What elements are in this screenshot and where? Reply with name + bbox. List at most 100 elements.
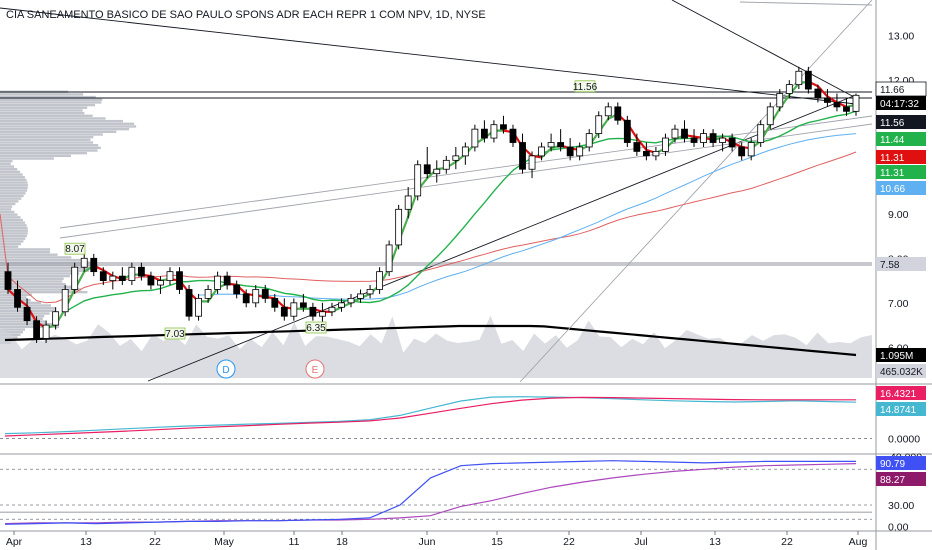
candle-body [452,155,460,161]
event-badge-label: D [222,365,229,376]
indicator2-label-text: 90.79 [880,459,905,470]
low-tag-label: 6.35 [306,323,326,334]
candle-body [214,275,222,290]
indicator2-label-text: 88.27 [880,475,905,486]
candle-body [118,275,126,281]
volume-profile-bar [0,266,97,270]
volume-profile-bar [0,101,102,104]
candle-body [633,142,641,152]
volume-profile-bar [0,189,28,192]
candle-body [490,124,498,139]
trendline-resistance [0,7,857,105]
volume-profile-bar [0,162,11,166]
candle-body [347,297,355,304]
volume-profile-bar [0,296,27,299]
volume-profile-bar [0,184,28,187]
candle-body [500,124,507,130]
volume-profile-bar [0,173,23,176]
candle-body [547,142,555,148]
candle-body [843,106,850,112]
chart-title: CIA SANEAMENTO BASICO DE SAO PAULO SPONS… [6,9,486,21]
trendline-upper [671,0,857,99]
candle-body [557,142,565,148]
candle-body [71,266,79,290]
volume-profile-bar [0,141,94,144]
candle-body [299,302,307,308]
indicator1-label-text: 14.8741 [880,405,917,416]
volume-profile-bar [0,119,124,123]
candle-body [376,271,383,290]
x-tick-label: Jun [419,536,436,548]
candle-body [804,70,812,90]
indicator2-label [876,456,926,470]
candle-body [690,137,698,143]
volume-label-text: 465.032K [880,367,923,378]
x-tick-label: 15 [491,536,503,548]
x-tick-label: 22 [149,536,161,548]
candle-body [566,146,574,157]
high-tag [574,80,596,93]
x-tick-label: Aug [849,536,868,548]
volume-profile-bar [0,320,47,323]
volume-label-text: 1.095M [880,351,913,362]
volume-profile-bar [0,258,85,262]
volume-profile-bar [0,229,28,232]
event-badge [305,359,325,379]
candle-body [785,84,793,94]
price-tick-label: 7.00 [888,298,909,310]
volume-profile-bar [0,208,12,211]
candle-body [271,297,279,308]
volume-profile-bar [0,111,85,115]
volume-profile-bar [0,194,24,198]
volume-profile-bar [0,224,27,227]
channel-line [59,123,873,239]
candle-body [700,133,707,143]
candle-body [852,94,860,112]
indicator1-pink-line [4,396,856,437]
candle-body [4,271,12,290]
indicator1-label-text: 16.4321 [880,389,917,400]
candle-body [471,128,479,148]
volume-profile-bar [0,250,50,254]
candle-body [538,146,545,157]
candle-body [461,146,469,157]
candle-body [528,155,536,170]
candle-body [357,293,364,299]
candle-body [195,297,202,317]
candle-body [14,289,21,308]
obv-line [4,324,857,357]
candles [4,66,860,343]
volume-profile-bar [0,200,19,203]
indicator2-label [876,472,926,486]
volume-profile-bar [0,130,117,134]
candle-body [80,257,88,268]
volume-profile-bar [0,176,25,179]
volume-profile-bar [0,181,28,184]
price-label-text: 7.58 [880,260,900,271]
volume-profile-bar [0,109,83,112]
volume-profile-bar [0,152,87,155]
price-label-text: 11.56 [880,118,905,129]
candle-body [652,151,660,157]
indicator1-cyan-line [4,396,857,435]
event-badge [216,359,236,379]
volume-profile-bar [0,269,89,272]
volume-profile-bar [0,272,80,275]
candle-body [423,164,431,175]
volume-profile-bar [0,242,22,246]
fast-ma-segment [102,269,114,278]
volume-profile-bar [0,232,28,235]
x-tick-label: Apr [6,536,23,548]
volume-profile-bar [0,95,96,99]
volume-profile-bar [0,234,27,238]
candle-body [128,266,136,281]
candle-body [681,128,688,139]
volume-profile-bar [0,93,84,96]
volume-profile-bar [0,122,135,126]
candle-body [223,275,231,286]
volume-profile-bar [0,205,13,208]
candle-body [176,271,183,290]
volume-profile-bar [0,146,101,150]
volume-profile-bar [0,127,130,131]
